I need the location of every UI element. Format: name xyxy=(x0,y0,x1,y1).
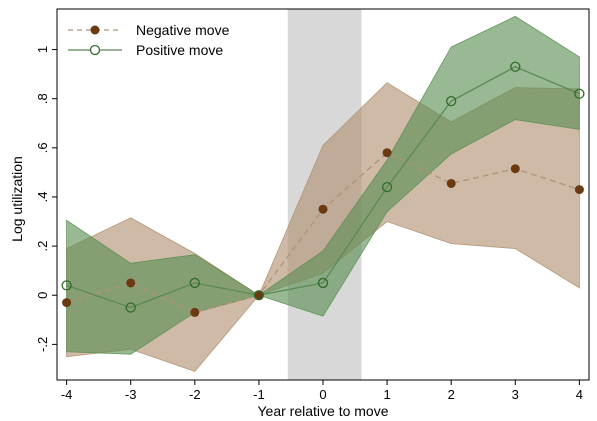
data-point-negative xyxy=(574,185,584,195)
x-tick-label: -2 xyxy=(189,387,201,402)
legend-item-positive: Positive move xyxy=(68,42,223,58)
legend-label-negative: Negative move xyxy=(136,22,230,38)
y-axis-title: Log utilization xyxy=(9,156,25,242)
legend-item-negative: Negative move xyxy=(68,22,230,38)
series-line-positive xyxy=(66,66,580,309)
legend-swatch-negative-marker xyxy=(90,25,100,35)
data-point-negative xyxy=(318,204,328,214)
data-point-positive xyxy=(446,95,457,107)
data-point-negative xyxy=(190,307,200,317)
data-point-negative xyxy=(254,290,264,300)
x-tick-label: -4 xyxy=(61,387,73,402)
legend-box xyxy=(57,13,251,65)
data-point-positive xyxy=(317,277,329,289)
x-tick-label: 4 xyxy=(576,387,583,402)
data-point-negative xyxy=(446,178,456,188)
y-tick-label: .2 xyxy=(35,241,50,252)
x-axis-title: Year relative to move xyxy=(258,403,389,419)
x-tick-label: 2 xyxy=(448,387,455,402)
data-point-positive xyxy=(125,302,136,313)
y-tick-label: .8 xyxy=(35,93,50,104)
data-point-negative xyxy=(382,148,392,158)
plot-area xyxy=(61,9,585,380)
y-tick-label: .4 xyxy=(35,192,50,203)
x-tick-label: 3 xyxy=(512,387,519,402)
data-point-positive xyxy=(381,181,393,193)
data-point-positive xyxy=(574,88,585,99)
data-point-positive xyxy=(253,290,265,301)
data-point-negative xyxy=(510,164,520,174)
y-tick-label: 1 xyxy=(35,46,50,53)
data-point-positive xyxy=(189,277,200,289)
x-tick-label: 0 xyxy=(319,387,326,402)
y-tick-label: -.2 xyxy=(35,337,50,352)
data-point-negative xyxy=(62,298,72,308)
x-tick-label: 1 xyxy=(383,387,390,402)
axes: -4 -3 -2 -1 0 1 2 3 4 -.2 0 .2 .4 .6 .8 1 xyxy=(35,8,590,402)
x-tick-label: -1 xyxy=(253,387,265,402)
legend: Negative move Positive move xyxy=(57,13,251,65)
legend-label-positive: Positive move xyxy=(136,42,223,58)
legend-swatch-positive-marker xyxy=(89,44,101,56)
y-tick-label: .6 xyxy=(35,142,50,153)
data-point-negative xyxy=(126,278,136,288)
data-point-positive xyxy=(61,280,72,291)
y-tick-label: 0 xyxy=(35,292,50,299)
x-tick-label: -3 xyxy=(125,387,137,402)
data-point-positive xyxy=(510,61,521,72)
